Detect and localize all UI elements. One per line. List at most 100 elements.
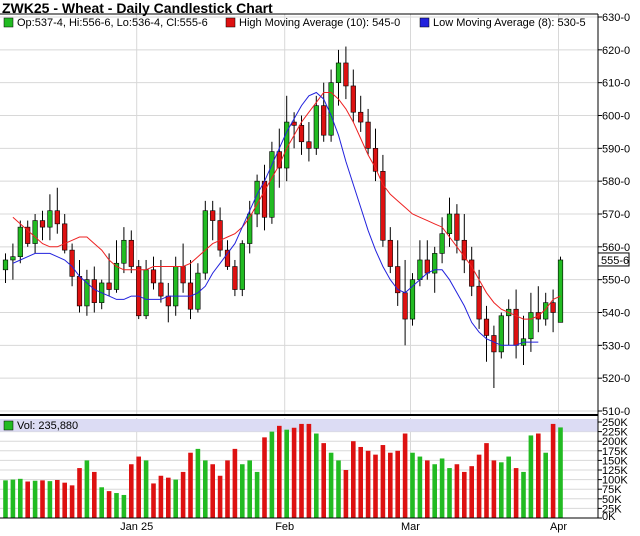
candle-body (350, 85, 356, 113)
candle-body (372, 148, 379, 172)
price-tick-label: 590-0 (602, 143, 630, 155)
candle-body (358, 111, 364, 123)
candle-body (91, 279, 97, 303)
price-tick-label: 530-0 (602, 340, 630, 352)
volume-bar (269, 431, 275, 518)
volume-bar (84, 460, 90, 518)
candle-body (121, 239, 127, 264)
candle-body (557, 259, 564, 323)
high-ma-label: High Moving Average (10): 545-0 (239, 17, 400, 29)
volume-bar (469, 466, 474, 518)
volume-bar (358, 446, 363, 518)
candle-body (143, 269, 149, 317)
volume-bar (373, 454, 378, 518)
grid-lines (0, 14, 598, 519)
volume-bar (40, 480, 45, 518)
candle-body (165, 295, 171, 307)
candle-body (269, 151, 275, 218)
candle-body (217, 220, 223, 251)
volume-bar (306, 423, 312, 518)
volume-bar (543, 452, 548, 518)
volume-bar (454, 464, 460, 518)
candle-body (39, 220, 46, 228)
candle-body (76, 276, 83, 307)
candle-body (461, 239, 467, 261)
candle-body (47, 210, 53, 228)
volume-top-band (0, 419, 598, 432)
candle-body (343, 62, 349, 87)
high-moving-average-line (12, 92, 561, 320)
volume-tick-label: 225K (602, 427, 628, 439)
candle-body (313, 105, 319, 149)
volume-bar (491, 460, 497, 518)
volume-bar (425, 460, 430, 518)
volume-swatch (3, 420, 14, 431)
candle-body (10, 256, 16, 261)
volume-tick-label: 250K (602, 417, 628, 429)
volume-tick-label: 175K (602, 446, 628, 458)
candle-body (454, 213, 460, 241)
volume-bar (410, 452, 415, 518)
last-price-label: 555-6 (601, 255, 629, 267)
volume-readout: Vol: 235,880 (17, 420, 78, 432)
candle-body (432, 253, 438, 274)
candle-body (232, 266, 238, 290)
candle-body (387, 239, 393, 267)
volume-bar (173, 479, 178, 518)
price-tick-label: 600-0 (602, 111, 630, 123)
volume-legend: Vol: 235,880 (3, 420, 78, 432)
ohlc-swatch (3, 17, 14, 28)
volume-bar (203, 460, 208, 518)
volume-bar (240, 464, 245, 518)
candle-body (261, 180, 268, 218)
volume-tick-label: 75K (602, 484, 622, 496)
volume-bar (166, 477, 171, 518)
candle-body (439, 233, 445, 254)
price-tick-label: 620-0 (602, 45, 630, 57)
volume-tick-label: 0K (602, 511, 616, 523)
price-tick-label: 580-0 (602, 176, 630, 188)
volume-bar (536, 433, 541, 518)
candle-body (328, 82, 334, 136)
volume-bar (550, 423, 556, 518)
volume-tick-label: 200K (602, 436, 628, 448)
volume-bar (365, 450, 371, 518)
volume-bar (462, 471, 467, 518)
candle-body (2, 259, 9, 271)
volume-tick-label: 50K (602, 494, 622, 506)
candle-body (550, 302, 556, 313)
volume-bar (180, 471, 186, 518)
candle-body (69, 249, 75, 277)
candle-body (106, 282, 112, 290)
price-tick-label: 570-0 (602, 209, 630, 221)
candles (2, 46, 564, 389)
candle-body (476, 285, 482, 320)
candle-body (254, 180, 260, 215)
volume-bar (417, 456, 423, 518)
candle-body (62, 223, 68, 251)
candle-body (380, 171, 386, 241)
volume-bar (388, 452, 393, 518)
candle-body (483, 318, 490, 336)
chart-frame (0, 13, 599, 519)
candle-body (491, 335, 497, 353)
volume-bar (395, 450, 400, 518)
candle-body (335, 62, 342, 83)
volume-bar (254, 471, 260, 518)
price-tick-label: 610-0 (602, 78, 630, 90)
candle-body (224, 249, 231, 267)
date-tick-label: Feb (275, 521, 294, 533)
volume-bar (195, 448, 201, 518)
volume-bar (92, 471, 97, 518)
volume-bar (499, 462, 504, 518)
volume-bar (62, 482, 67, 518)
ohlc-readout: Op:537-4, Hi:556-6, Lo:536-4, Cl:555-6 (17, 17, 208, 29)
candle-body (306, 141, 312, 149)
volume-bar (114, 493, 119, 518)
price-legend: Op:537-4, Hi:556-6, Lo:536-4, Cl:555-6 H… (3, 17, 586, 29)
candle-body (158, 282, 164, 297)
date-tick-label: Mar (401, 521, 420, 533)
candle-body (395, 266, 401, 294)
volume-bar (25, 481, 30, 518)
